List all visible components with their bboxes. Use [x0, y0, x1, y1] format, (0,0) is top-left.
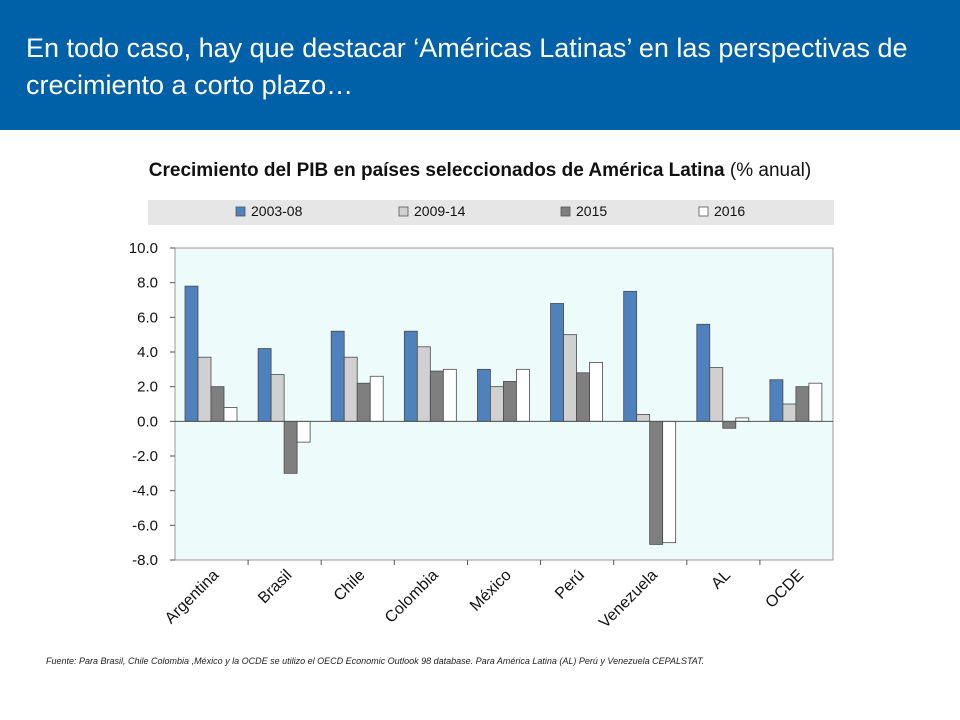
y-tick-label: -8.0 — [132, 552, 158, 569]
bar-chart: 2003-08 2009-14 2015 2016 10.0 8.0 6.0 4.0 2.0 0… — [129, 200, 834, 632]
bar-Brasil-2015 — [283, 420, 298, 474]
x-tick-label: Argentina — [162, 567, 223, 628]
bar-Venezuela-2003-08 — [623, 290, 638, 422]
legend-label: 2009-14 — [414, 203, 466, 219]
slide-title: En todo caso, hay que destacar ‘Américas… — [26, 33, 908, 100]
header-banner: En todo caso, hay que destacar ‘Américas… — [0, 0, 960, 130]
bar-AL-2003-08 — [696, 323, 711, 422]
bar-Perú-2003-08 — [550, 303, 564, 422]
bar-Perú-2016 — [589, 361, 603, 422]
legend-label: 2015 — [576, 203, 607, 219]
bar-OCDE-2016 — [808, 382, 823, 422]
legend-swatch-2009-14 — [398, 206, 409, 217]
bar-Chile-2015 — [356, 382, 371, 422]
legend-label: 2003-08 — [251, 203, 303, 219]
bar-OCDE-2009-14 — [782, 403, 797, 422]
y-tick-label: -2.0 — [132, 448, 158, 465]
bar-México-2016 — [516, 368, 530, 422]
bar-Brasil-2009-14 — [270, 374, 285, 422]
bar-Argentina-2009-14 — [197, 356, 212, 422]
x-tick-label: OCDE — [763, 567, 808, 612]
bar-México-2003-08 — [477, 368, 491, 422]
chart-title-main: Crecimiento del PIB en países selecciona… — [148, 160, 725, 181]
chart-title: Crecimiento del PIB en países selecciona… — [0, 160, 960, 182]
bar-AL-2009-14 — [709, 367, 724, 422]
legend: 2003-08 2009-14 2015 2016 — [235, 203, 745, 219]
y-tick-label: -4.0 — [132, 483, 158, 500]
y-tick-label: 0.0 — [137, 413, 158, 430]
bars — [184, 285, 823, 545]
y-tick-label: 6.0 — [137, 309, 158, 326]
x-tick-label: Brasil — [255, 567, 295, 607]
y-tick-label: -6.0 — [132, 517, 158, 534]
bar-Colombia-2016 — [442, 368, 457, 422]
bar-Argentina-2015 — [210, 386, 225, 422]
bar-AL-2016 — [735, 417, 750, 422]
y-tick-labels: 10.0 8.0 6.0 4.0 2.0 0.0 -2.0 -4.0 -6.0 -8.0 — [129, 240, 158, 569]
bar-Colombia-2003-08 — [403, 330, 418, 422]
x-tick-label: Chile — [331, 567, 369, 605]
legend-swatch-2016 — [698, 206, 709, 217]
source-note: Fuente: Para Brasil, Chile Colombia ,Méx… — [46, 656, 705, 666]
axes — [170, 247, 833, 565]
chart-title-unit: (% anual) — [724, 160, 812, 181]
bar-AL-2015 — [722, 420, 737, 429]
bar-Perú-2015 — [576, 372, 590, 422]
bar-Argentina-2016 — [223, 407, 238, 422]
x-tick-label: Venezuela — [596, 567, 661, 632]
bar-Brasil-2016 — [296, 420, 311, 443]
x-tick-label: México — [467, 567, 515, 615]
bar-Venezuela-2009-14 — [636, 413, 651, 422]
x-tick-labels: Argentina Brasil Chile Colombia México Perú Ve… — [162, 567, 807, 632]
bar-Argentina-2003-08 — [184, 285, 199, 422]
legend-label: 2016 — [714, 203, 745, 219]
x-tick-label: Perú — [552, 567, 588, 603]
legend-swatch-2015 — [560, 206, 571, 217]
bar-México-2009-14 — [490, 386, 504, 422]
bar-Brasil-2003-08 — [257, 348, 272, 422]
bar-OCDE-2003-08 — [769, 379, 784, 422]
x-tick-label: AL — [708, 567, 734, 593]
bar-OCDE-2015 — [795, 386, 810, 422]
y-tick-label: 4.0 — [137, 344, 158, 361]
bar-Chile-2003-08 — [330, 330, 345, 422]
legend-swatch-2003-08 — [235, 206, 246, 217]
legend-background — [148, 200, 834, 225]
bar-Chile-2009-14 — [343, 356, 358, 422]
y-tick-label: 8.0 — [137, 275, 158, 292]
y-tick-label: 10.0 — [129, 240, 158, 257]
bar-Venezuela-2016 — [662, 420, 677, 544]
x-tick-label: Colombia — [382, 567, 442, 627]
bar-Perú-2009-14 — [563, 334, 577, 422]
bar-Chile-2016 — [369, 375, 384, 422]
bar-Venezuela-2015 — [649, 420, 664, 545]
bar-México-2015 — [503, 381, 517, 422]
y-tick-label: 2.0 — [137, 379, 158, 396]
bar-Colombia-2015 — [429, 370, 444, 422]
bar-Colombia-2009-14 — [416, 346, 431, 422]
